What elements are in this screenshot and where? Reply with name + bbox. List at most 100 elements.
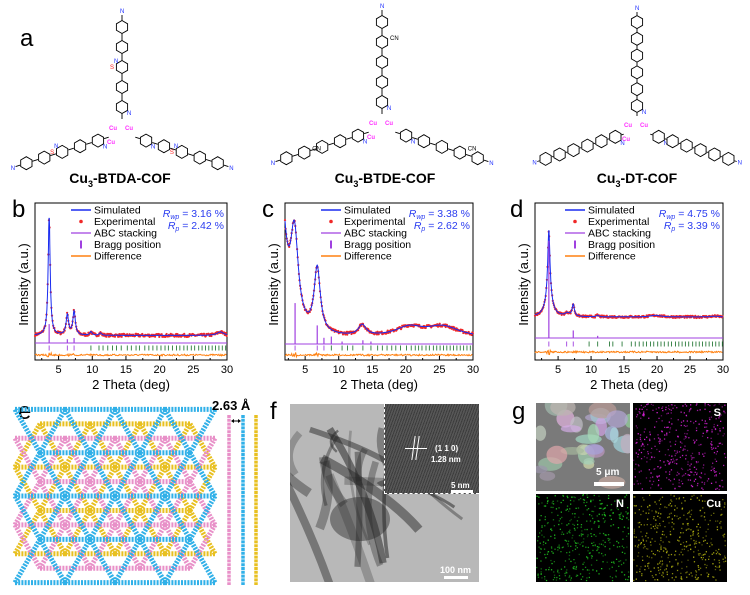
element-signal bbox=[564, 575, 566, 577]
element-signal bbox=[670, 494, 672, 496]
element-signal bbox=[677, 435, 679, 438]
element-signal bbox=[569, 520, 571, 522]
element-signal bbox=[720, 527, 722, 529]
eds-map-cu: Cu bbox=[633, 494, 727, 582]
element-signal bbox=[686, 518, 688, 520]
element-signal bbox=[644, 438, 646, 441]
particle bbox=[620, 433, 630, 454]
element-signal bbox=[690, 471, 692, 473]
rp-value: Rp = 2.42 % bbox=[168, 220, 224, 233]
element-signal bbox=[675, 576, 677, 578]
element-signal bbox=[639, 568, 641, 570]
element-signal bbox=[669, 462, 671, 464]
eds-label-cu: Cu bbox=[706, 498, 721, 510]
framework-linker bbox=[187, 538, 218, 584]
element-signal bbox=[602, 539, 604, 542]
element-signal bbox=[606, 504, 608, 507]
element-signal bbox=[551, 547, 553, 549]
element-signal bbox=[648, 567, 650, 569]
element-signal bbox=[635, 425, 637, 427]
element-signal bbox=[690, 408, 692, 410]
element-signal bbox=[686, 566, 688, 568]
chart-b: 5 10 15 20 25 302 Theta (deg)Intensity (a.u.)… bbox=[16, 202, 233, 392]
element-signal bbox=[537, 573, 539, 575]
element-signal bbox=[586, 501, 588, 503]
element-signal bbox=[605, 534, 607, 536]
element-signal bbox=[700, 472, 703, 474]
benzene-ring bbox=[417, 134, 431, 149]
element-signal bbox=[574, 496, 576, 499]
element-signal bbox=[687, 461, 689, 463]
element-signal bbox=[637, 433, 639, 435]
nanosheet-fold bbox=[326, 426, 387, 564]
element-signal bbox=[671, 573, 674, 575]
element-signal bbox=[685, 458, 687, 460]
element-signal bbox=[662, 576, 665, 578]
element-signal bbox=[618, 560, 620, 563]
element-signal bbox=[645, 535, 647, 537]
element-signal bbox=[551, 562, 553, 565]
element-signal bbox=[678, 473, 680, 475]
element-signal bbox=[640, 531, 642, 533]
element-signal bbox=[613, 544, 615, 547]
copper-atom-label: Cu bbox=[109, 126, 117, 132]
element-signal bbox=[715, 549, 717, 552]
element-signal bbox=[587, 557, 589, 559]
element-signal bbox=[536, 495, 538, 497]
element-signal bbox=[635, 463, 637, 465]
x-tick-label: 5 bbox=[302, 364, 308, 376]
element-signal bbox=[705, 567, 707, 569]
element-signal bbox=[719, 569, 721, 571]
x-tick-label: 15 bbox=[120, 364, 132, 376]
legend-label: Bragg position bbox=[588, 239, 655, 251]
element-signal bbox=[690, 455, 692, 457]
element-signal bbox=[653, 518, 655, 520]
element-signal bbox=[616, 546, 619, 548]
element-signal bbox=[684, 403, 686, 405]
nitrogen-atom-label: N bbox=[54, 144, 58, 150]
element-signal bbox=[718, 485, 721, 487]
framework-linker bbox=[87, 437, 118, 483]
element-signal bbox=[692, 518, 694, 521]
element-signal bbox=[572, 567, 575, 570]
element-signal bbox=[697, 461, 699, 463]
nitrogen-atom-label: N bbox=[103, 145, 107, 151]
element-signal bbox=[641, 535, 643, 538]
benzene-ring bbox=[56, 144, 69, 159]
x-axis-label: 2 Theta (deg) bbox=[340, 377, 418, 392]
element-signal bbox=[647, 537, 649, 539]
element-signal bbox=[657, 549, 659, 552]
element-signal bbox=[723, 536, 725, 538]
framework-linker bbox=[187, 523, 218, 570]
particle bbox=[587, 424, 600, 443]
element-signal bbox=[546, 522, 549, 525]
panel-label-f: f bbox=[270, 398, 277, 425]
element-signal bbox=[649, 541, 652, 543]
framework-linker bbox=[87, 422, 118, 469]
element-signal bbox=[612, 524, 615, 526]
element-signal bbox=[673, 579, 675, 581]
element-signal bbox=[659, 560, 662, 562]
element-signal bbox=[682, 449, 684, 451]
element-signal bbox=[607, 497, 610, 499]
element-signal bbox=[552, 552, 554, 554]
element-signal bbox=[714, 404, 716, 406]
element-signal bbox=[718, 488, 720, 491]
element-signal bbox=[547, 522, 549, 524]
framework-linker bbox=[112, 523, 143, 570]
element-signal bbox=[582, 533, 584, 536]
element-signal bbox=[607, 534, 610, 536]
benzene-ring bbox=[567, 143, 580, 158]
element-signal bbox=[640, 458, 643, 460]
framework-linker bbox=[137, 451, 168, 498]
element-signal bbox=[624, 496, 626, 498]
element-signal bbox=[658, 569, 660, 572]
rwp-number: 4.75 % bbox=[687, 208, 720, 220]
element-signal bbox=[583, 561, 585, 564]
element-signal bbox=[699, 553, 701, 555]
legend-swatch-bragg bbox=[330, 240, 332, 249]
element-signal bbox=[647, 563, 649, 565]
element-signal bbox=[723, 533, 726, 535]
element-signal bbox=[666, 426, 668, 429]
element-signal bbox=[652, 576, 654, 578]
